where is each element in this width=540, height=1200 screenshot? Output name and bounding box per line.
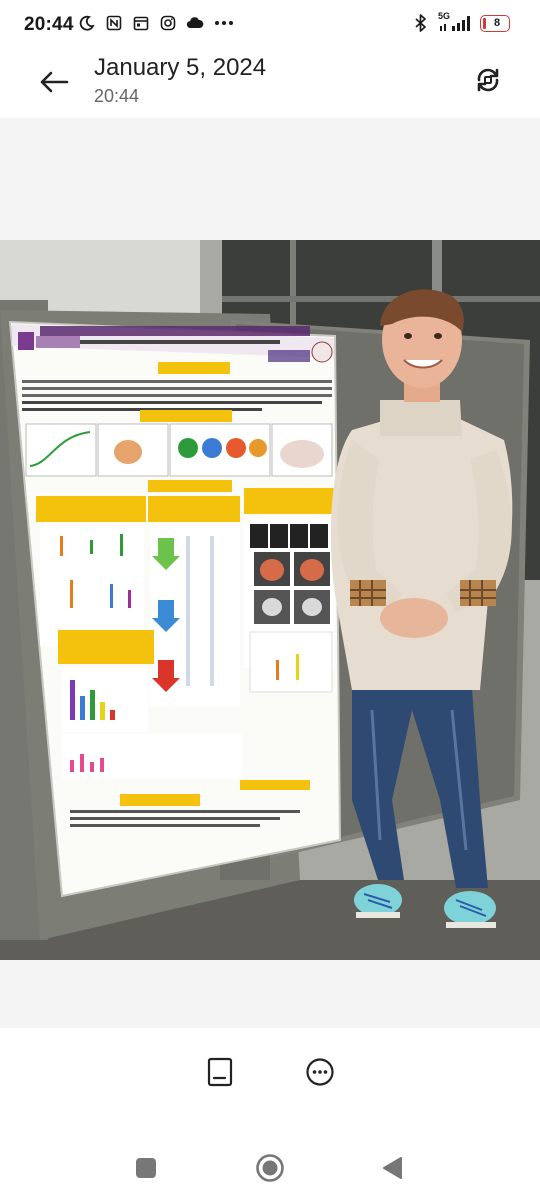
system-nav-bar bbox=[0, 1140, 540, 1196]
network-label: 5G bbox=[438, 11, 451, 21]
more-dots-icon bbox=[213, 14, 235, 32]
home-circle-icon bbox=[256, 1154, 284, 1182]
photo-date-title: January 5, 2024 bbox=[94, 54, 267, 81]
rotate-button[interactable] bbox=[472, 64, 504, 96]
nav-back-button[interactable] bbox=[372, 1148, 412, 1188]
image-viewer[interactable] bbox=[0, 118, 540, 1028]
photo-content bbox=[0, 240, 540, 960]
instagram-icon bbox=[159, 14, 177, 32]
back-triangle-icon bbox=[383, 1157, 402, 1179]
more-circle-icon bbox=[306, 1058, 334, 1086]
status-bar: 20:44 5G bbox=[0, 0, 540, 52]
nfc-icon bbox=[105, 14, 123, 32]
status-time: 20:44 bbox=[24, 14, 74, 35]
battery-level: 8 bbox=[493, 17, 501, 29]
calendar-icon bbox=[132, 14, 150, 32]
note-icon bbox=[207, 1057, 233, 1087]
battery-icon: 8 bbox=[480, 14, 510, 32]
status-left-icons bbox=[78, 14, 235, 32]
viewer-header: January 5, 2024 20:44 bbox=[0, 52, 540, 116]
moon-icon bbox=[78, 14, 96, 32]
cloud-icon bbox=[186, 14, 204, 32]
back-arrow-icon bbox=[40, 71, 69, 93]
recents-square-icon bbox=[136, 1158, 156, 1178]
recents-button[interactable] bbox=[126, 1148, 166, 1188]
photo-time-subtitle: 20:44 bbox=[94, 86, 140, 106]
home-button[interactable] bbox=[250, 1148, 290, 1188]
note-button[interactable] bbox=[198, 1050, 242, 1094]
more-button[interactable] bbox=[298, 1050, 342, 1094]
viewer-toolbar bbox=[0, 1040, 540, 1110]
signal-icon: 5G bbox=[438, 11, 472, 32]
bluetooth-icon bbox=[412, 14, 430, 32]
status-right-icons: 5G 8 bbox=[412, 11, 510, 32]
rotate-icon bbox=[477, 68, 499, 92]
back-button[interactable] bbox=[34, 62, 74, 102]
